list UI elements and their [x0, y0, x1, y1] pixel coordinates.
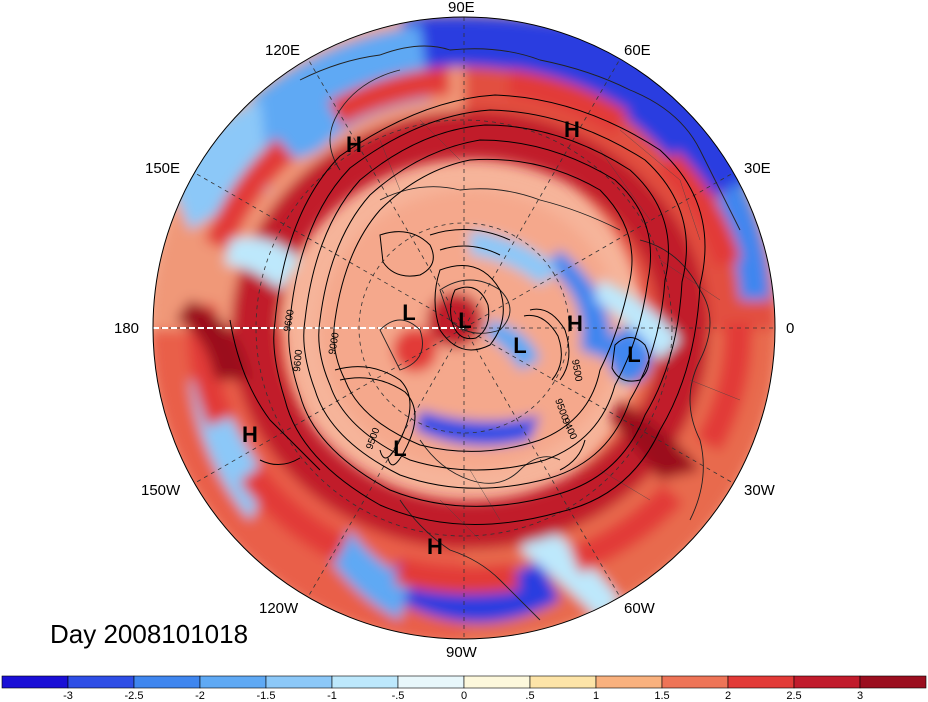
colorbar-tick-label: 1.5: [654, 690, 670, 702]
contour-label: 9600: [292, 349, 305, 373]
colorbar-tick-label: 2.5: [786, 690, 802, 702]
low-center: L: [513, 333, 526, 358]
lon-label-180: 180: [114, 320, 140, 337]
colorbar-swatch: [397, 675, 465, 689]
low-center: L: [627, 342, 640, 367]
colorbar-swatch: [199, 675, 267, 689]
colorbar-swatch: [661, 675, 729, 689]
contour-label: 9600: [282, 308, 297, 332]
lon-label-150e: 150E: [145, 160, 181, 177]
colorbar-swatch: [265, 675, 333, 689]
low-center: L: [458, 308, 471, 333]
lon-label-90w: 90W: [446, 644, 477, 661]
contour-label: 9000: [327, 331, 342, 355]
colorbar-swatch: [859, 675, 927, 689]
borders: [379, 119, 741, 541]
colorbar-tick-label: -.5: [391, 690, 405, 702]
colorbar-tick-label: -3: [63, 690, 73, 702]
colorbar-swatch: [463, 675, 531, 689]
colorbar: [1, 675, 927, 689]
pressure-centers: H H H H H L L L L L: [242, 117, 641, 559]
colorbar-swatch: [133, 675, 201, 689]
low-center: L: [393, 436, 406, 461]
day-label: Day 2008101018: [50, 619, 249, 649]
colorbar-tick-label: 1: [592, 690, 600, 702]
colorbar-swatch: [331, 675, 399, 689]
graticule: [153, 17, 775, 639]
polar-map: 9600 9600 9000 9500 9500 9500 9400 H H H…: [152, 16, 776, 640]
colorbar-tick-label: 0: [460, 690, 468, 702]
lon-label-30w: 30W: [744, 482, 775, 499]
anomaly-shading: 9600 9600 9000 9500 9500 9500 9400 H H H…: [153, 17, 775, 639]
lon-label-120e: 120E: [265, 42, 301, 59]
lon-label-60w: 60W: [624, 600, 655, 617]
high-center: H: [427, 534, 443, 559]
lon-label-60e: 60E: [624, 42, 651, 59]
colorbar-swatch: [793, 675, 861, 689]
colorbar-tick-label: -2.5: [124, 690, 144, 702]
colorbar-swatch: [67, 675, 135, 689]
high-center: H: [242, 422, 258, 447]
colorbar-swatch: [1, 675, 69, 689]
lon-label-0: 0: [786, 320, 795, 337]
high-center: H: [567, 311, 583, 336]
colorbar-tick-label: .5: [525, 690, 535, 702]
colorbar-tick-label: -1.5: [256, 690, 276, 702]
lon-label-120w: 120W: [259, 600, 299, 617]
colorbar-swatch: [727, 675, 795, 689]
colorbar-tick-label: -1: [327, 690, 337, 702]
colorbar-swatch: [529, 675, 597, 689]
colorbar-swatch: [595, 675, 663, 689]
low-center: L: [402, 300, 415, 325]
high-center: H: [346, 132, 362, 157]
map-boundary: [152, 16, 776, 640]
lon-label-90e: 90E: [448, 0, 475, 16]
colorbar-tick-label: -2: [195, 690, 205, 702]
height-contours: [229, 94, 706, 525]
colorbar-tick-label: 2: [724, 690, 732, 702]
lon-label-150w: 150W: [141, 482, 181, 499]
high-center: H: [564, 117, 580, 142]
contour-label: 9500: [569, 359, 584, 383]
lon-label-30e: 30E: [744, 160, 771, 177]
colorbar-tick-label: 3: [856, 690, 864, 702]
